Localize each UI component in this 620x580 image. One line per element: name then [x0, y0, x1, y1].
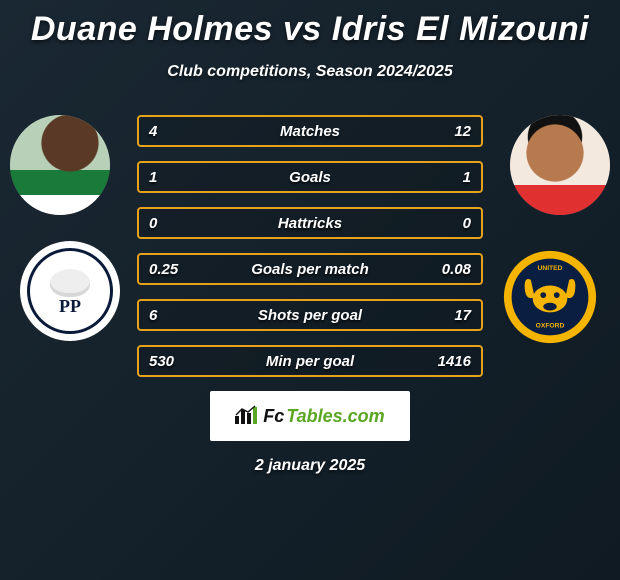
stat-right-value: 1416 — [427, 353, 471, 370]
stat-row: 1 Goals 1 — [137, 161, 483, 193]
stat-left-value: 0 — [149, 215, 193, 232]
player-right-avatar — [510, 115, 610, 215]
ox-icon: OXFORD UNITED — [502, 249, 598, 345]
club-right-crest: OXFORD UNITED — [500, 247, 600, 347]
stat-left-value: 6 — [149, 307, 193, 324]
comparison-panel: PP OXFORD UNITED 4 Matches 12 1 Goals 1 … — [0, 115, 620, 475]
stat-left-value: 1 — [149, 169, 193, 186]
stat-right-value: 1 — [427, 169, 471, 186]
stat-row: 0 Hattricks 0 — [137, 207, 483, 239]
svg-text:UNITED: UNITED — [537, 265, 562, 272]
stat-left-value: 0.25 — [149, 261, 193, 278]
stat-right-value: 0 — [427, 215, 471, 232]
stat-label: Goals per match — [251, 261, 369, 278]
brand-text-2: Tables.com — [286, 406, 384, 427]
svg-text:OXFORD: OXFORD — [536, 323, 565, 330]
stat-right-value: 0.08 — [427, 261, 471, 278]
stat-row: 6 Shots per goal 17 — [137, 299, 483, 331]
player-left-avatar — [10, 115, 110, 215]
lamb-icon — [50, 269, 90, 297]
stat-label: Hattricks — [278, 215, 342, 232]
date-label: 2 january 2025 — [0, 457, 620, 475]
stat-row: 530 Min per goal 1416 — [137, 345, 483, 377]
stats-table: 4 Matches 12 1 Goals 1 0 Hattricks 0 0.2… — [137, 115, 483, 377]
stat-row: 0.25 Goals per match 0.08 — [137, 253, 483, 285]
stat-label: Shots per goal — [258, 307, 362, 324]
stat-label: Matches — [280, 123, 340, 140]
subtitle: Club competitions, Season 2024/2025 — [0, 63, 620, 81]
page-title: Duane Holmes vs Idris El Mizouni — [0, 0, 620, 49]
stat-label: Goals — [289, 169, 331, 186]
brand-badge: Fc Tables.com — [210, 391, 410, 441]
brand-text-1: Fc — [263, 406, 284, 427]
stat-left-value: 530 — [149, 353, 193, 370]
stat-right-value: 12 — [427, 123, 471, 140]
club-left-crest: PP — [20, 241, 120, 341]
stat-row: 4 Matches 12 — [137, 115, 483, 147]
stat-left-value: 4 — [149, 123, 193, 140]
stat-right-value: 17 — [427, 307, 471, 324]
club-left-initials: PP — [59, 296, 81, 317]
stat-label: Min per goal — [266, 353, 354, 370]
chart-icon — [235, 404, 257, 429]
